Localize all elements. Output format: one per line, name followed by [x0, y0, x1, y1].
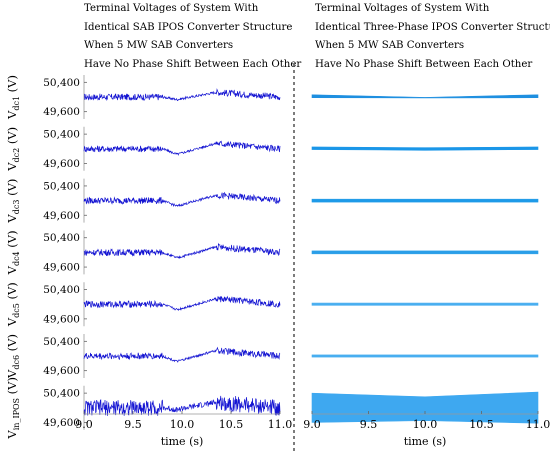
right-band-4	[311, 250, 539, 255]
left-x-tick-label-4: 10.5	[219, 418, 244, 431]
right-subplot-2	[311, 146, 539, 151]
left-title-line-4: Have No Phase Shift Between Each Other	[84, 58, 302, 70]
right-band-6	[311, 354, 539, 358]
right-subplot-3	[311, 198, 539, 203]
left-y-tick-label-6-2: 49,600	[43, 365, 80, 377]
left-signal-7	[83, 395, 281, 416]
left-panel-title: Terminal Voltages of System With Identic…	[84, 0, 301, 74]
left-title-line-1: Terminal Voltages of System With	[84, 3, 259, 14]
right-x-tick-label-4: 10.5	[469, 418, 494, 431]
right-band-5	[311, 302, 539, 306]
left-y-tick-label-7-2: 49,600	[43, 417, 80, 429]
right-band-2	[311, 146, 539, 151]
left-signal-6	[83, 346, 281, 363]
right-x-tick-label-5: 11.0	[526, 418, 550, 431]
left-x-tick-label-2: 9.5	[124, 418, 142, 431]
left-y-tick-label-5-1: 50,400	[43, 284, 80, 296]
left-signal-5	[83, 295, 281, 312]
left-y-tick-label-3-2: 49,600	[43, 210, 80, 222]
left-subplot-3: 50,400 49,600 Vdc3 (V)	[5, 178, 281, 224]
right-x-tick-label-1: 9.0	[303, 418, 321, 431]
right-x-axis-label: time (s)	[404, 435, 447, 448]
left-y-tick-label-5-2: 49,600	[43, 313, 80, 325]
left-subplot-4: 50,400 49,600 Vdc4 (V)	[5, 230, 281, 275]
right-title-line-2: Identical Three-Phase IPOS Converter Str…	[315, 21, 550, 33]
left-y-tick-label-1-1: 50,400	[43, 77, 80, 89]
right-band-3	[311, 198, 539, 203]
left-signal-4	[83, 242, 281, 260]
left-y-tick-label-3-1: 50,400	[43, 180, 80, 192]
left-y-tick-label-6-1: 50,400	[43, 336, 80, 348]
left-title-line-3: When 5 MW SAB Converters	[84, 40, 234, 52]
left-y-tick-label-1-2: 49,600	[43, 106, 80, 118]
right-band-7	[311, 391, 539, 424]
left-y-tick-label-4-1: 50,400	[43, 232, 80, 244]
right-panel-plots: 9.0 9.5 10.0 10.5 11.0 time (s)	[303, 94, 550, 448]
right-subplot-6	[311, 354, 539, 358]
left-y-tick-label-2-2: 49,600	[43, 158, 80, 170]
right-subplot-7	[311, 391, 539, 424]
right-title-line-1: Terminal Voltages of System With	[315, 3, 490, 14]
right-x-axis: 9.0 9.5 10.0 10.5 11.0 time (s)	[303, 411, 550, 448]
left-signal-1	[83, 88, 281, 102]
left-subplot-2: 50,400 49,600 Vdc2 (V)	[5, 126, 281, 172]
left-x-axis: 9.0 9.5 10.0 10.5 11.0 time (s)	[75, 411, 292, 448]
left-y-label-4: Vdc4 (V)	[5, 230, 21, 275]
left-subplot-7: 50,400 49,600 Vin_IPOS (V)	[5, 377, 281, 440]
left-subplot-6: 50,400 49,600 Vdc6 (V)	[5, 334, 281, 379]
left-subplot-1: 50,400 49,600 Vdc1 (V)	[5, 75, 281, 120]
left-signal-3	[83, 191, 281, 208]
left-title-line-2: Identical SAB IPOS Converter Structure	[84, 21, 293, 33]
left-x-axis-label: time (s)	[161, 435, 204, 448]
left-y-tick-label-7-1: 50,400	[43, 388, 80, 400]
right-subplot-1	[311, 94, 539, 99]
right-x-tick-label-3: 10.0	[413, 418, 438, 431]
right-title-line-3: When 5 MW SAB Converters	[315, 40, 465, 52]
left-subplot-5: 50,400 49,600 Vdc5 (V)	[5, 282, 281, 327]
left-y-label-1: Vdc1 (V)	[5, 75, 21, 120]
left-x-tick-label-1: 9.0	[75, 418, 93, 431]
left-y-label-3: Vdc3 (V)	[5, 179, 21, 224]
right-subplot-5	[311, 302, 539, 306]
left-y-label-5: Vdc5 (V)	[5, 282, 21, 327]
right-title-line-4: Have No Phase Shift Between Each Other	[315, 58, 533, 70]
left-y-tick-label-4-2: 49,600	[43, 262, 80, 274]
left-y-label-6: Vdc6 (V)	[5, 334, 21, 379]
right-x-tick-label-2: 9.5	[360, 418, 378, 431]
left-x-tick-label-3: 10.0	[170, 418, 195, 431]
left-y-tick-label-2-1: 50,400	[43, 129, 80, 141]
right-band-1	[311, 94, 539, 99]
left-signal-2	[83, 140, 281, 156]
right-panel-title: Terminal Voltages of System With Identic…	[315, 0, 550, 74]
left-x-tick-label-5: 11.0	[268, 418, 293, 431]
left-y-label-7: Vin_IPOS (V)	[5, 377, 21, 440]
left-panel-plots: 50,400 49,600 Vdc1 (V) 50,400 49,600 Vdc2 (V)…	[5, 75, 292, 448]
left-y-label-2: Vdc2 (V)	[5, 127, 21, 172]
right-subplot-4	[311, 250, 539, 255]
